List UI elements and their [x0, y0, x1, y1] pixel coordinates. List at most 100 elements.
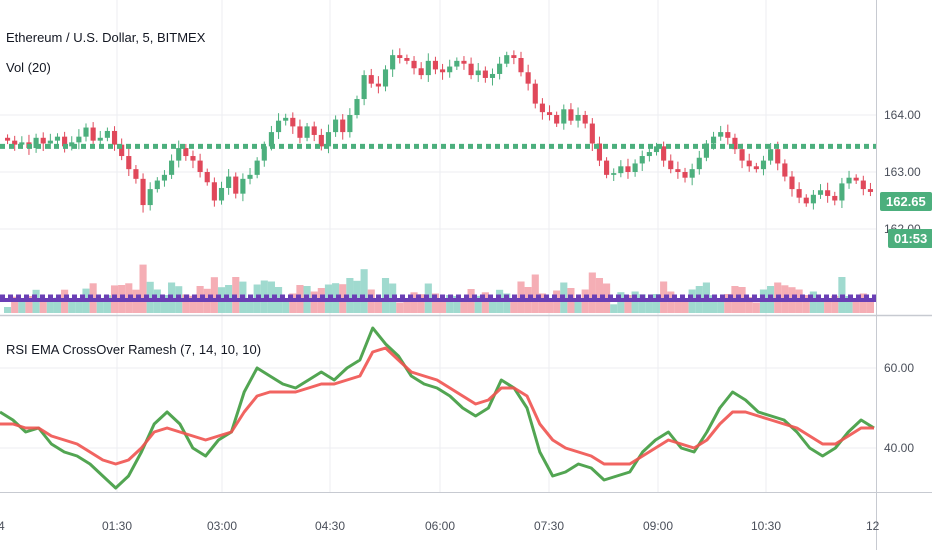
candle-body [226, 176, 232, 188]
volume-bar [845, 296, 853, 313]
candle-body [304, 126, 310, 138]
volume-bar [246, 299, 254, 313]
candle-body [425, 60, 431, 76]
volume-bar [267, 281, 275, 313]
candle-body [746, 160, 752, 167]
volume-bar [417, 294, 425, 313]
volume-bar [103, 295, 111, 313]
volume-bar [488, 298, 497, 313]
volume-bar [25, 296, 33, 313]
candle-body [204, 172, 210, 183]
time-tick-label: 04:30 [315, 519, 345, 533]
candle-body [867, 189, 873, 192]
candle-body [218, 187, 225, 201]
volume-bar [460, 301, 468, 313]
candle-body [54, 136, 61, 141]
volume-bar [610, 304, 618, 313]
candle-body [504, 55, 510, 64]
candle-body [254, 160, 260, 175]
volume-bar [852, 301, 860, 313]
volume-bar [360, 269, 368, 313]
candle-body [69, 142, 75, 147]
candle-body [796, 189, 802, 198]
volume-bar [189, 295, 197, 313]
candle-body [782, 163, 788, 177]
candle-body [825, 190, 831, 196]
candle-body [817, 190, 824, 195]
candle-body [753, 166, 759, 170]
candle-body [382, 69, 389, 87]
volume-bar [453, 296, 461, 313]
volume-bar [96, 300, 104, 313]
candle-body [261, 146, 267, 161]
candle-body [475, 70, 481, 76]
volume-bar [446, 295, 454, 313]
candle-body [183, 148, 189, 157]
candle-body [561, 109, 567, 124]
rsi-indicator-title: RSI EMA CrossOver Ramesh (7, 14, 10, 10) [6, 342, 262, 357]
candle-body [361, 75, 367, 100]
volume-bar [660, 281, 668, 313]
candle-body [197, 160, 203, 172]
candle-body [375, 83, 381, 87]
candle-body [283, 117, 289, 121]
volume-bar [46, 298, 54, 313]
candle-body [625, 166, 631, 172]
volume-bar [652, 294, 661, 313]
volume-bar [310, 291, 318, 313]
volume-bar [717, 299, 725, 313]
candle-body [525, 72, 531, 84]
time-tick-label: 07:30 [534, 519, 564, 533]
rsi-series-line [0, 346, 874, 466]
volume-bar [831, 295, 839, 313]
candle-body [440, 69, 446, 73]
volume-bar [866, 298, 874, 313]
volume-bar [68, 299, 76, 313]
candle-body [333, 119, 339, 133]
candle-body [682, 172, 688, 178]
time-tick-label: 01:30 [102, 519, 132, 533]
volume-bar [709, 295, 718, 313]
volume-label: Vol (20) [6, 60, 51, 75]
candle-body [247, 174, 253, 179]
volume-bar [481, 292, 489, 313]
volume-bar [160, 295, 169, 313]
candle-body [19, 142, 25, 145]
volume-bar [439, 298, 447, 313]
volume-bar [18, 300, 26, 313]
candle-body [568, 109, 574, 121]
candle-body [318, 134, 324, 147]
candle-body [47, 140, 53, 144]
candle-body [5, 137, 11, 141]
candle-body [575, 115, 581, 121]
volume-bar [802, 295, 810, 313]
candle-body [190, 156, 196, 161]
candle-body [589, 123, 595, 144]
candle-body [860, 180, 866, 190]
candle-body [447, 66, 453, 73]
price-tick-label: 164.00 [884, 108, 921, 122]
volume-bar [545, 298, 554, 313]
candle-body [411, 60, 417, 69]
volume-bar [574, 298, 582, 313]
volume-bar [289, 293, 297, 313]
volume-bar [538, 293, 546, 313]
candle-body [140, 178, 146, 206]
candle-body [489, 73, 496, 78]
candle-body [119, 144, 125, 157]
volume-bar [638, 294, 646, 313]
rsi-tick-label: 60.00 [884, 361, 914, 375]
countdown-badge: 01:53 [888, 229, 932, 248]
last-price-badge: 162.65 [880, 192, 932, 211]
candle-body [718, 132, 724, 137]
candle-body [297, 126, 303, 138]
candle-body [554, 115, 560, 124]
volume-bar [75, 298, 83, 313]
candle-body [482, 70, 488, 78]
volume-bar [588, 272, 596, 313]
time-tick-label-edge-right: 12 [866, 519, 880, 533]
candle-body [497, 63, 503, 74]
volume-bar [824, 298, 832, 313]
rsi-tick-label: 40.00 [884, 441, 914, 455]
